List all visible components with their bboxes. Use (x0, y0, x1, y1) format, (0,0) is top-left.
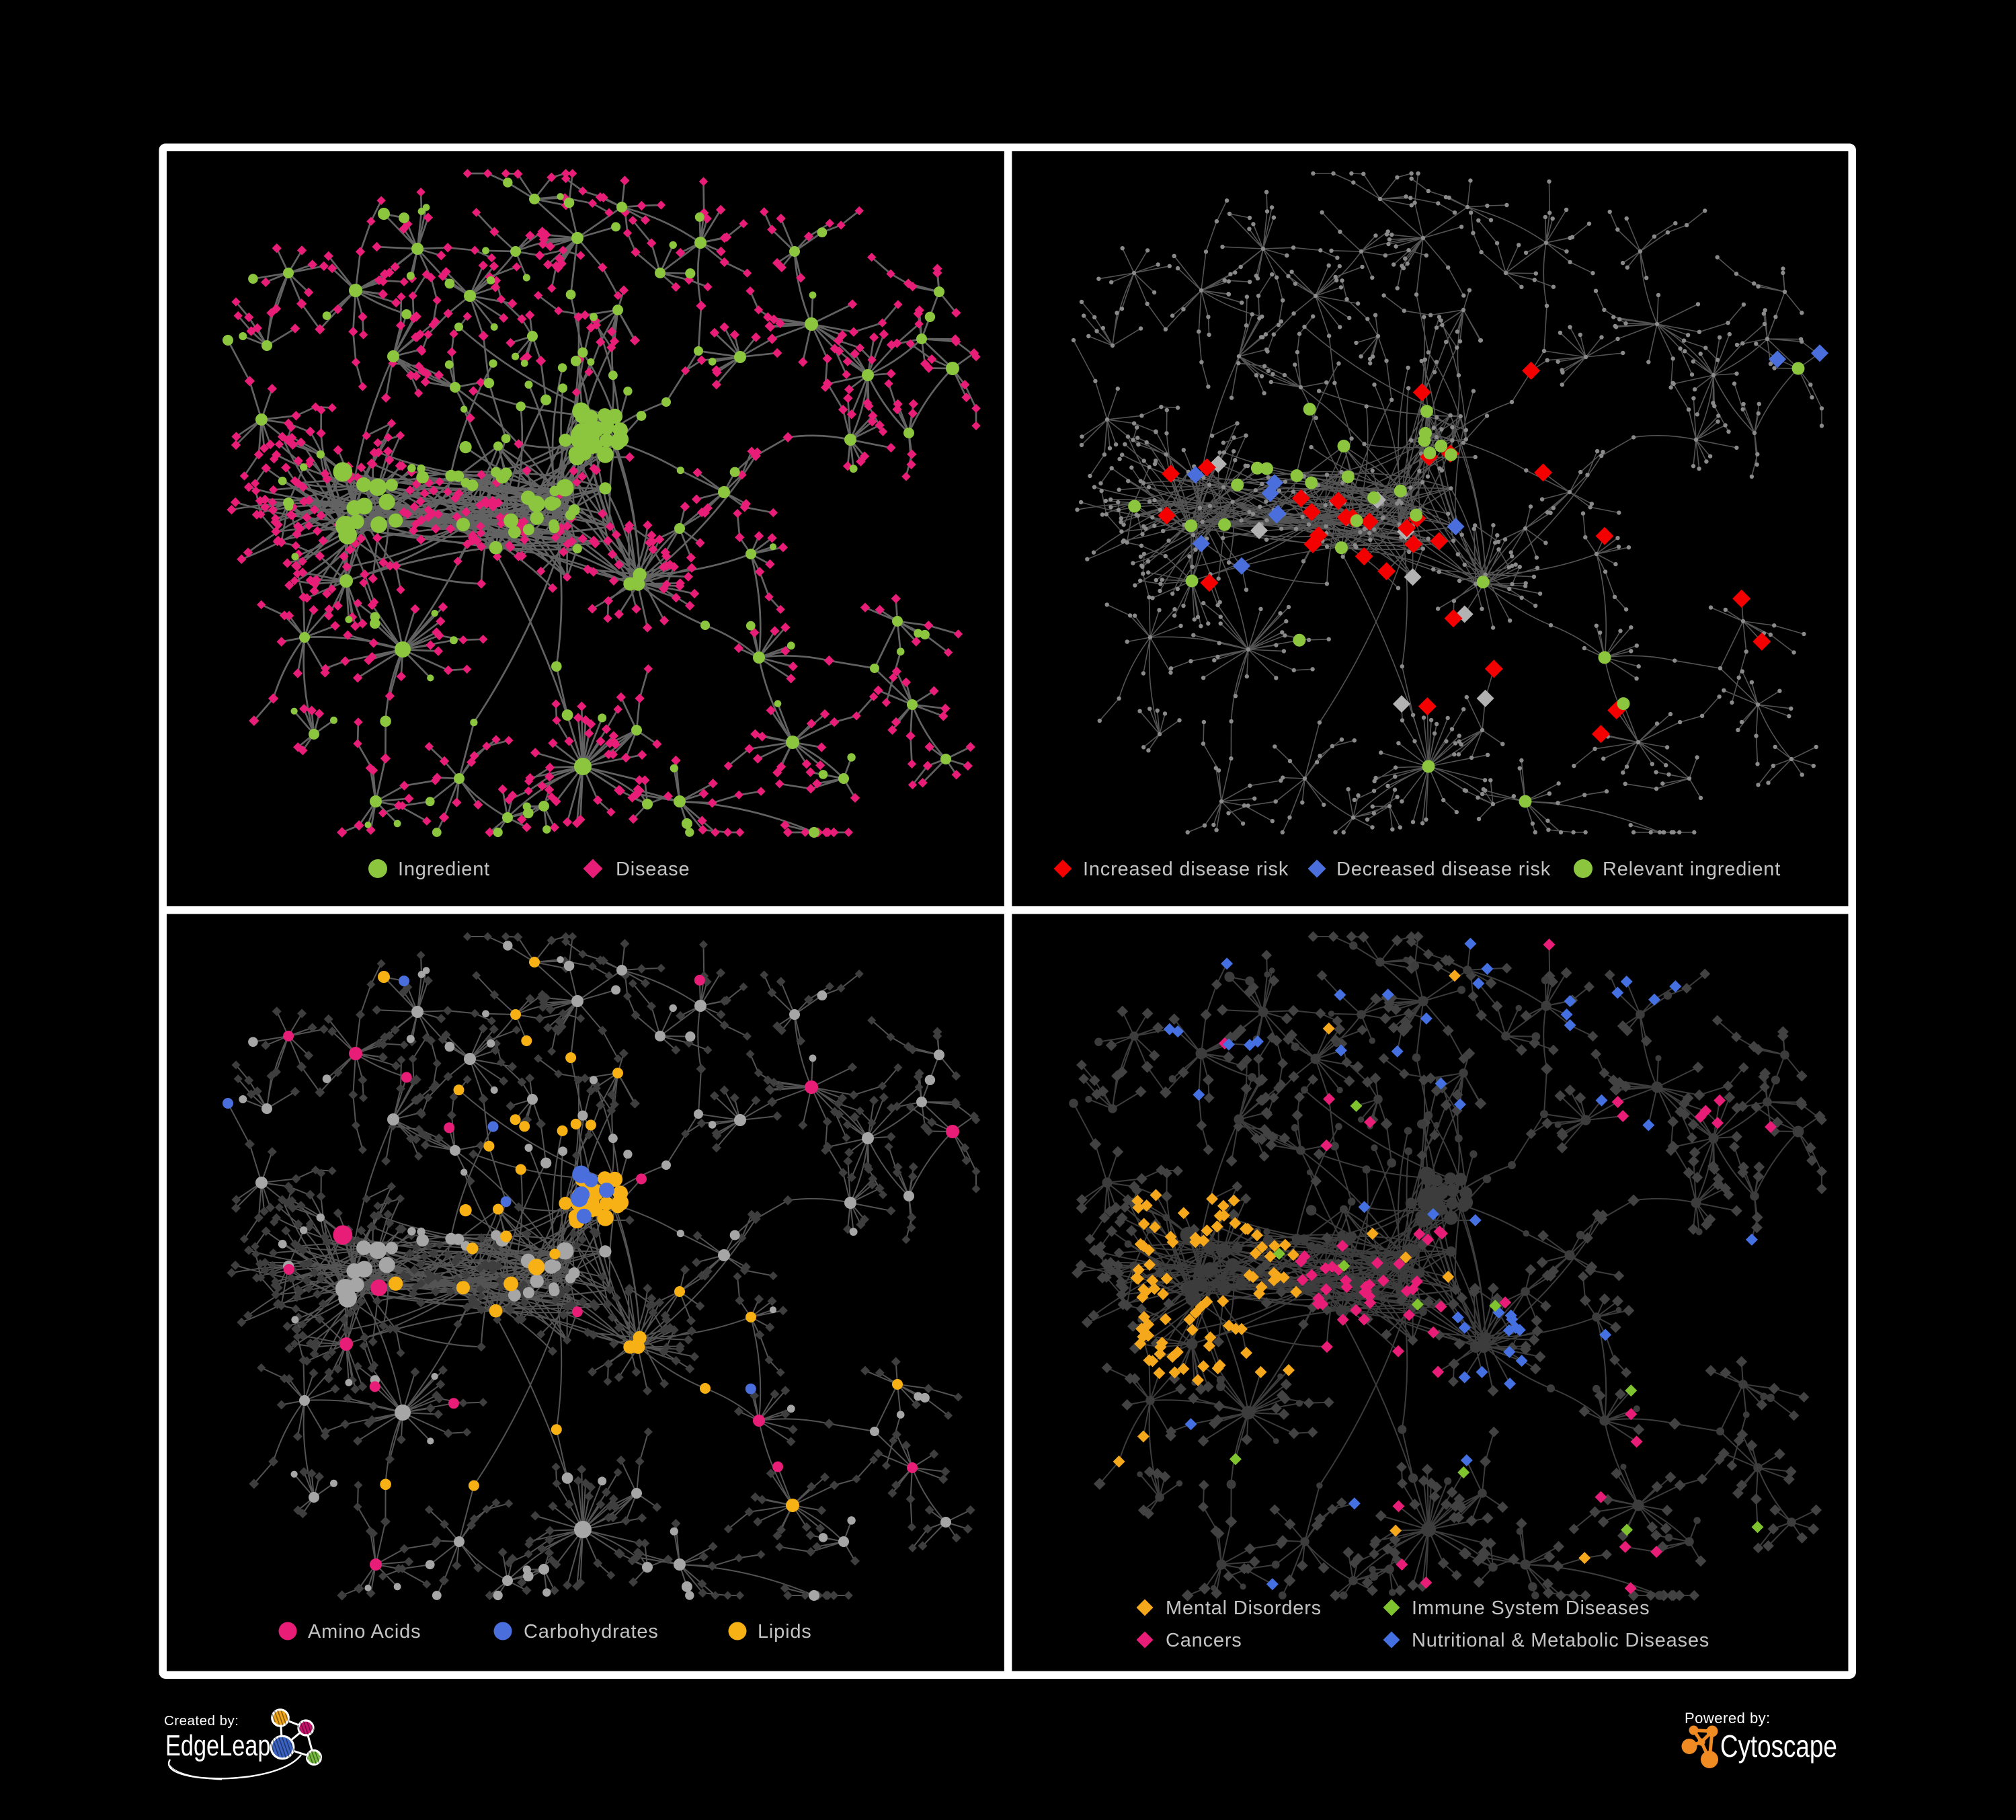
svg-text:Created by:: Created by: (164, 1713, 239, 1729)
svg-text:Cancers: Cancers (1166, 1630, 1242, 1651)
svg-text:Disease: Disease (616, 859, 690, 880)
svg-text:Increased disease risk: Increased disease risk (1083, 859, 1289, 880)
svg-text:Cytoscape: Cytoscape (1720, 1729, 1837, 1764)
svg-text:Powered by:: Powered by: (1685, 1710, 1771, 1727)
svg-text:Amino Acids: Amino Acids (308, 1621, 421, 1643)
svg-text:Carbohydrates: Carbohydrates (524, 1621, 659, 1643)
svg-text:Nutritional & Metabolic Diseas: Nutritional & Metabolic Diseases (1412, 1630, 1709, 1651)
svg-text:Mental Disorders: Mental Disorders (1166, 1597, 1322, 1619)
svg-text:Lipids: Lipids (758, 1621, 812, 1643)
svg-text:Decreased disease risk: Decreased disease risk (1336, 859, 1551, 880)
svg-text:EdgeLeap: EdgeLeap (165, 1729, 270, 1762)
svg-text:Relevant ingredient: Relevant ingredient (1603, 859, 1781, 880)
svg-text:Immune System Diseases: Immune System Diseases (1412, 1597, 1650, 1619)
svg-text:Ingredient: Ingredient (398, 859, 490, 880)
